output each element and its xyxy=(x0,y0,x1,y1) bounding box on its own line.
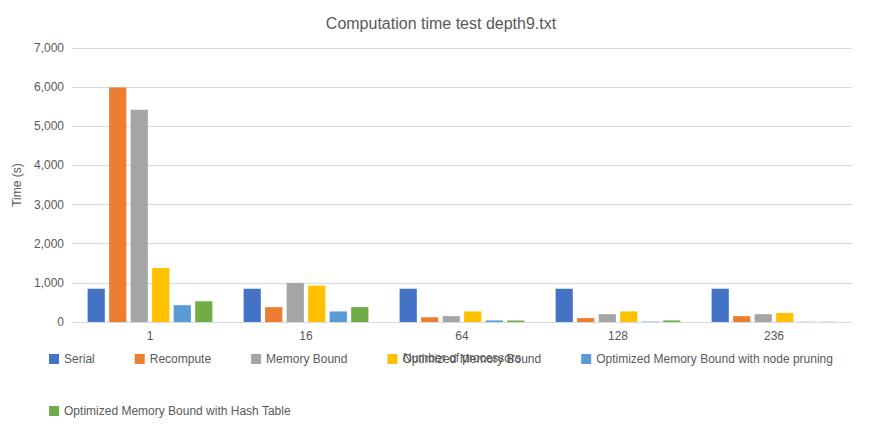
svg-text:Computation time test depth9.t: Computation time test depth9.txt xyxy=(326,15,557,32)
svg-text:1,000: 1,000 xyxy=(34,276,64,290)
svg-text:64: 64 xyxy=(455,329,469,343)
svg-text:3,000: 3,000 xyxy=(34,198,64,212)
svg-text:Recompute: Recompute xyxy=(150,352,212,366)
svg-text:Optimized Memory Bound: Optimized Memory Bound xyxy=(402,352,541,366)
svg-text:Time (s): Time (s) xyxy=(10,163,24,207)
svg-text:236: 236 xyxy=(764,329,784,343)
svg-text:Optimized Memory Bound with Ha: Optimized Memory Bound with Hash Table xyxy=(64,404,291,418)
svg-text:7,000: 7,000 xyxy=(34,41,64,55)
svg-text:5,000: 5,000 xyxy=(34,119,64,133)
svg-text:6,000: 6,000 xyxy=(34,80,64,94)
svg-text:16: 16 xyxy=(299,329,313,343)
svg-text:128: 128 xyxy=(608,329,628,343)
svg-text:Serial: Serial xyxy=(64,352,95,366)
svg-text:Memory Bound: Memory Bound xyxy=(266,352,347,366)
svg-text:4,000: 4,000 xyxy=(34,158,64,172)
svg-text:0: 0 xyxy=(57,315,64,329)
svg-text:2,000: 2,000 xyxy=(34,237,64,251)
svg-text:Optimized Memory Bound with no: Optimized Memory Bound with node pruning xyxy=(596,352,833,366)
svg-text:1: 1 xyxy=(147,329,154,343)
